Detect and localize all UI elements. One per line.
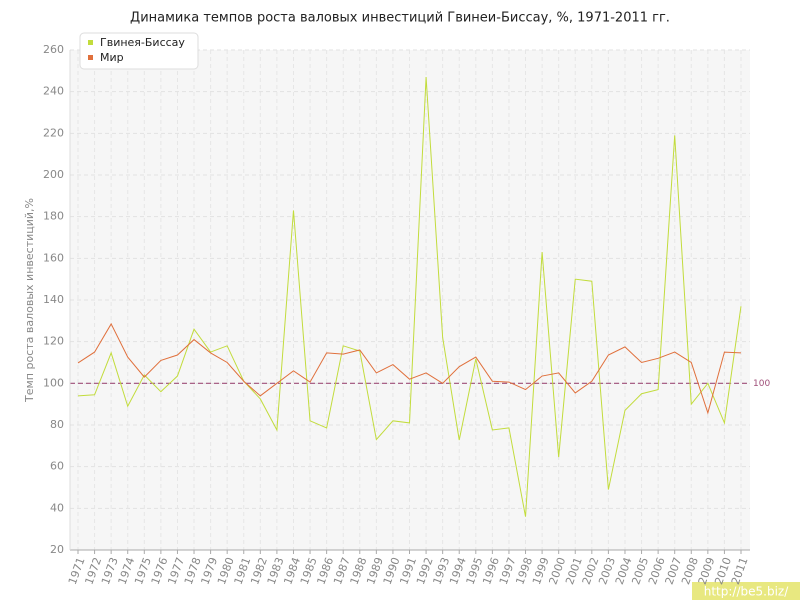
y-tick-label: 100 bbox=[43, 376, 64, 389]
legend-label: Гвинея-Биссау bbox=[100, 36, 185, 49]
lines bbox=[70, 77, 750, 517]
y-tick-label: 40 bbox=[50, 501, 64, 514]
y-tick-label: 20 bbox=[50, 543, 64, 556]
series-line bbox=[77, 322, 742, 415]
y-tick-label: 180 bbox=[43, 210, 64, 223]
y-tick-label: 160 bbox=[43, 251, 64, 264]
chart-title: Динамика темпов роста валовых инвестиций… bbox=[130, 11, 670, 26]
y-tick-label: 200 bbox=[43, 168, 64, 181]
legend-box bbox=[79, 32, 199, 70]
y-tick-label: 220 bbox=[43, 126, 64, 139]
y-tick-label: 240 bbox=[43, 85, 64, 98]
watermark-bg bbox=[692, 582, 800, 600]
legend: Гвинея-Биссау Мир bbox=[79, 32, 199, 70]
legend-swatch bbox=[88, 55, 93, 60]
legend-label: Мир bbox=[100, 51, 124, 64]
legend-swatch bbox=[88, 40, 93, 45]
y-tick-label: 120 bbox=[43, 335, 64, 348]
y-tick-label: 260 bbox=[43, 43, 64, 56]
reference-label: 100 bbox=[753, 379, 770, 389]
y-tick-label: 80 bbox=[50, 418, 64, 431]
watermark: http://be5.biz/ bbox=[704, 585, 789, 599]
y-tick-label: 60 bbox=[50, 460, 64, 473]
y-tick-label: 140 bbox=[43, 293, 64, 306]
y-axis-title: Темп роста валовых инвестиций,% bbox=[23, 198, 36, 403]
